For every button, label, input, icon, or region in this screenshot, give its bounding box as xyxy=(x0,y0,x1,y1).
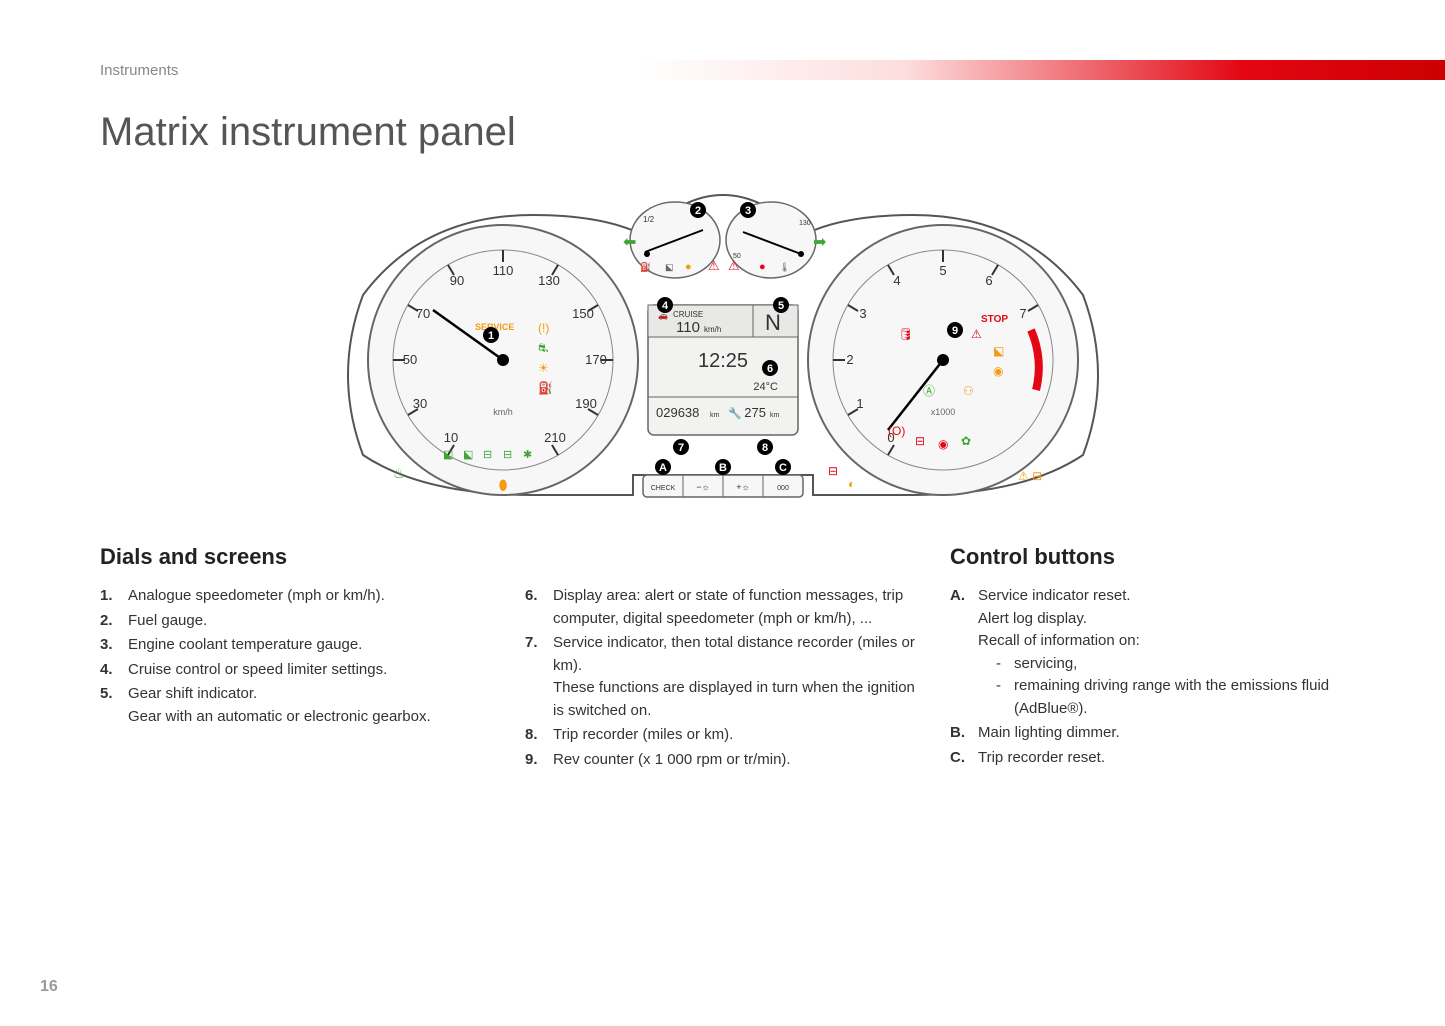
svg-text:☀: ☀ xyxy=(538,361,549,375)
svg-text:km: km xyxy=(710,412,720,419)
svg-text:130: 130 xyxy=(538,273,560,288)
svg-text:5: 5 xyxy=(939,263,946,278)
svg-text:STOP: STOP xyxy=(981,314,1008,325)
svg-text:210: 210 xyxy=(544,430,566,445)
svg-text:⛽: ⛽ xyxy=(538,381,553,395)
svg-text:⬕: ⬕ xyxy=(993,344,1004,358)
right-turn-icon: ➡ xyxy=(813,234,826,251)
svg-text:6: 6 xyxy=(985,273,992,288)
svg-text:⊟: ⊟ xyxy=(915,434,925,448)
svg-text:✱: ✱ xyxy=(523,449,532,461)
svg-text:12:25: 12:25 xyxy=(697,350,747,372)
svg-text:⚠: ⚠ xyxy=(728,258,740,273)
dials-heading: Dials and screens xyxy=(100,540,495,573)
svg-text:1/2: 1/2 xyxy=(643,215,655,224)
svg-text:110: 110 xyxy=(676,319,700,336)
svg-text:⬕: ⬕ xyxy=(463,449,473,461)
svg-text:km: km xyxy=(770,412,780,419)
svg-text:10: 10 xyxy=(443,430,457,445)
svg-text:2: 2 xyxy=(846,352,853,367)
svg-text:(!): (!) xyxy=(538,321,549,335)
svg-text:●: ● xyxy=(685,261,692,273)
svg-text:⛽: ⛽ xyxy=(640,261,651,272)
svg-text:90: 90 xyxy=(449,273,463,288)
svg-text:190: 190 xyxy=(575,396,597,411)
svg-text:170: 170 xyxy=(585,352,607,367)
svg-text:x1000: x1000 xyxy=(930,407,955,417)
svg-text:⊟: ⊟ xyxy=(828,464,838,478)
svg-text:B: B xyxy=(719,462,727,474)
svg-text:9: 9 xyxy=(951,325,957,337)
svg-text:110: 110 xyxy=(492,263,513,278)
content-columns: Dials and screens 1.Analogue speedometer… xyxy=(100,540,1345,773)
svg-text:5: 5 xyxy=(777,300,783,312)
svg-text:CHECK: CHECK xyxy=(650,485,675,492)
page-number: 16 xyxy=(40,978,58,996)
svg-text:Ⓐ: Ⓐ xyxy=(923,384,935,398)
svg-text:⚠ ⊟: ⚠ ⊟ xyxy=(1018,469,1042,483)
svg-text:30: 30 xyxy=(412,396,426,411)
svg-text:000: 000 xyxy=(777,485,789,492)
svg-text:3: 3 xyxy=(859,306,866,321)
dials-col2: . 6.Display area: alert or state of func… xyxy=(525,540,920,773)
svg-text:⬮: ⬮ xyxy=(498,477,507,493)
svg-text:029638: 029638 xyxy=(656,405,699,420)
svg-text:●: ● xyxy=(759,261,766,273)
svg-text:−☼: −☼ xyxy=(696,482,710,492)
svg-text:⚠: ⚠ xyxy=(971,327,982,341)
dials-col1: Dials and screens 1.Analogue speedometer… xyxy=(100,540,495,773)
section-label: Instruments xyxy=(100,62,178,79)
svg-text:⚇: ⚇ xyxy=(963,384,974,398)
controls-col: Control buttons A. Service indicator res… xyxy=(950,540,1345,773)
svg-text:🌡: 🌡 xyxy=(779,262,790,272)
instrument-panel-diagram: 10 30 50 70 90 110 130 150 170 190 210 S… xyxy=(303,175,1143,525)
svg-text:3: 3 xyxy=(744,205,750,217)
svg-text:7: 7 xyxy=(677,442,683,454)
svg-text:70: 70 xyxy=(415,306,429,321)
svg-text:(O): (O) xyxy=(888,424,905,438)
svg-text:CRUISE: CRUISE xyxy=(673,310,703,319)
svg-text:24°C: 24°C xyxy=(753,381,778,393)
svg-text:km/h: km/h xyxy=(704,325,721,334)
svg-text:2: 2 xyxy=(694,205,700,217)
svg-text:⚠: ⚠ xyxy=(708,258,720,273)
svg-text:⊟: ⊟ xyxy=(483,449,492,461)
svg-text:⊟: ⊟ xyxy=(503,449,512,461)
svg-text:⬕: ⬕ xyxy=(443,449,453,461)
header-gradient-bar xyxy=(100,60,1445,80)
page-title: Matrix instrument panel xyxy=(100,110,516,155)
svg-text:🛢: 🛢 xyxy=(898,327,913,341)
svg-text:1: 1 xyxy=(487,330,493,342)
svg-text:50: 50 xyxy=(402,352,416,367)
svg-text:C: C xyxy=(779,462,787,474)
svg-text:6: 6 xyxy=(766,363,772,375)
svg-text:+☼: +☼ xyxy=(736,482,750,492)
svg-text:♨: ♨ xyxy=(393,465,406,481)
svg-text:◐: ◐ xyxy=(848,477,855,491)
svg-text:4: 4 xyxy=(661,300,668,312)
svg-text:◉: ◉ xyxy=(993,364,1003,378)
svg-text:N: N xyxy=(765,310,781,335)
controls-heading: Control buttons xyxy=(950,540,1345,573)
svg-text:🔧: 🔧 xyxy=(728,406,742,420)
svg-text:275: 275 xyxy=(744,405,766,420)
svg-text:◉: ◉ xyxy=(938,437,948,451)
svg-text:⛐: ⛐ xyxy=(538,341,548,355)
svg-text:km/h: km/h xyxy=(493,407,513,417)
svg-text:4: 4 xyxy=(893,273,900,288)
svg-text:⬕: ⬕ xyxy=(665,262,674,272)
svg-text:1: 1 xyxy=(856,396,863,411)
svg-text:✿: ✿ xyxy=(961,434,971,448)
svg-text:150: 150 xyxy=(572,306,594,321)
left-turn-icon: ⬅ xyxy=(623,234,636,251)
svg-text:8: 8 xyxy=(761,442,767,454)
svg-text:A: A xyxy=(659,462,667,474)
svg-text:130: 130 xyxy=(799,220,811,227)
svg-text:7: 7 xyxy=(1019,306,1026,321)
